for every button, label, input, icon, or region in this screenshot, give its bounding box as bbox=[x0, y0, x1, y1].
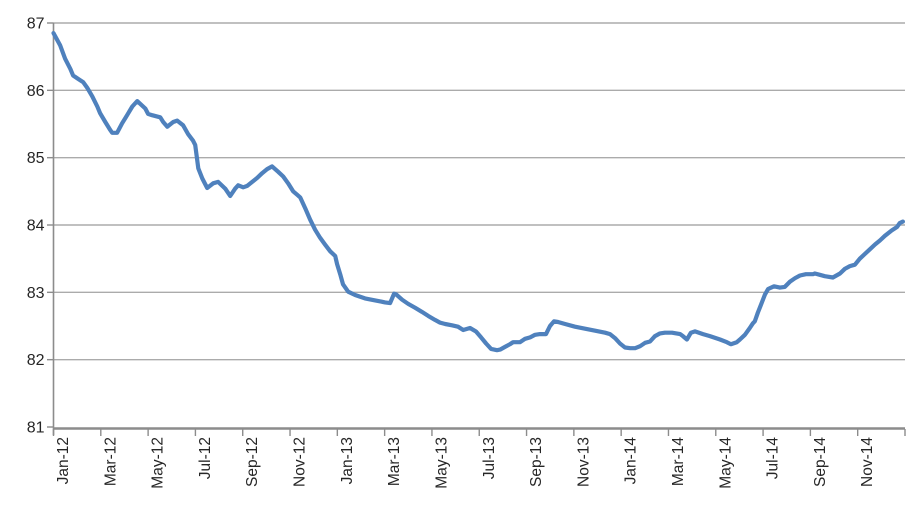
x-axis-label-Nov-14: Nov-14 bbox=[859, 437, 876, 487]
x-axis-label-Sep-13: Sep-13 bbox=[528, 437, 545, 487]
data-line-index-value bbox=[51, 30, 906, 353]
y-axis-label-82: 82 bbox=[27, 352, 45, 369]
x-axis-label-Jul-13: Jul-13 bbox=[481, 437, 498, 479]
x-axis-label-May-12: May-12 bbox=[150, 437, 167, 489]
x-axis-label-Jul-12: Jul-12 bbox=[197, 437, 214, 479]
x-axis-label-Sep-12: Sep-12 bbox=[244, 437, 261, 487]
x-axis-label-May-13: May-13 bbox=[433, 437, 450, 489]
x-axis-label-Mar-12: Mar-12 bbox=[102, 437, 119, 486]
x-axis-label-May-14: May-14 bbox=[717, 437, 734, 489]
x-axis-label-Mar-14: Mar-14 bbox=[670, 437, 687, 486]
data-series bbox=[51, 30, 906, 353]
x-axis-label-Jan-13: Jan-13 bbox=[339, 437, 356, 484]
x-axis-label-Jul-14: Jul-14 bbox=[765, 437, 782, 480]
y-axis-label-83: 83 bbox=[27, 285, 45, 302]
y-axis-label-86: 86 bbox=[27, 83, 45, 100]
x-axis-label-Sep-14: Sep-14 bbox=[812, 437, 829, 487]
y-axis-label-87: 87 bbox=[27, 16, 45, 33]
x-axis-label-Mar-13: Mar-13 bbox=[386, 437, 403, 486]
x-axis-label-Nov-13: Nov-13 bbox=[575, 437, 592, 487]
axes-and-ticks bbox=[47, 22, 906, 436]
x-axis-label-Jan-14: Jan-14 bbox=[623, 437, 640, 485]
x-axis-label-Jan-12: Jan-12 bbox=[55, 437, 72, 484]
y-axis-label-81: 81 bbox=[27, 420, 45, 437]
gridlines bbox=[53, 22, 905, 361]
x-axis-labels: Jan-12 Mar-12 May-12 Jul-12 Sep-12 Nov-12 Jan-… bbox=[55, 437, 876, 489]
y-axis-label-85: 85 bbox=[27, 150, 45, 167]
x-axis-label-Nov-12: Nov-12 bbox=[292, 437, 309, 487]
y-axis-labels: 81 82 83 84 85 86 87 bbox=[27, 16, 45, 437]
y-axis-label-84: 84 bbox=[27, 218, 45, 235]
